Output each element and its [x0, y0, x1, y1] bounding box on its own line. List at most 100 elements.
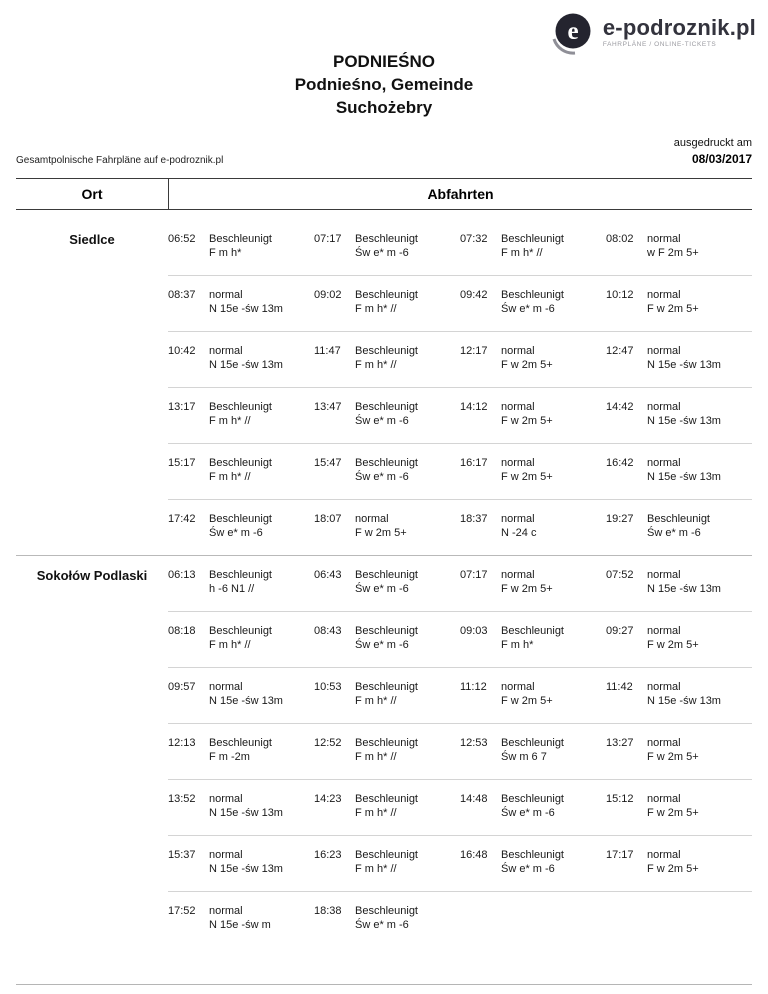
- printed-date: 08/03/2017: [691, 152, 752, 166]
- departure-info: Beschleunigt Św e* m -6: [355, 400, 418, 428]
- departure-codes: Św e* m -6: [355, 247, 409, 259]
- departure-time: 16:17: [460, 457, 488, 469]
- departure-codes: F m h* //: [355, 303, 397, 315]
- departure-codes: N 15e -św 13m: [209, 303, 283, 315]
- departure-time: 17:17: [606, 849, 634, 861]
- table-row: 08:37 normal N 15e -św 13m 09:02 Beschleunig…: [168, 276, 752, 332]
- departure-time: 14:12: [460, 401, 488, 413]
- departure-info: normal N 15e -św 13m: [209, 344, 283, 372]
- departure-info: normal N 15e -św 13m: [209, 680, 283, 708]
- departure-cell: 13:17 Beschleunigt F m h* //: [168, 400, 314, 428]
- e-podroznik-logo-icon: e: [552, 13, 591, 55]
- departure-info: Beschleunigt F m h* //: [355, 736, 418, 764]
- footer-divider: [16, 984, 752, 985]
- table-row: 17:52 normal N 15e -św m 18:38 Beschleunigt Ś…: [168, 892, 752, 947]
- table-row: 12:13 Beschleunigt F m -2m 12:52 Beschleunig…: [168, 724, 752, 780]
- departure-time: 11:12: [460, 681, 487, 693]
- departure-codes: w F 2m 5+: [647, 247, 699, 259]
- departure-time: 08:37: [168, 289, 196, 301]
- printed-label: ausgedruckt am: [673, 137, 752, 149]
- departure-type: normal: [647, 457, 681, 469]
- departure-time: 12:53: [460, 737, 488, 749]
- departure-cell: 16:17 normal F w 2m 5+: [460, 456, 606, 484]
- departure-type: normal: [209, 849, 243, 861]
- departure-cell: 09:02 Beschleunigt F m h* //: [314, 288, 460, 316]
- page-title: PODNIEŚNO: [332, 52, 436, 71]
- departure-info: normal w F 2m 5+: [647, 232, 699, 260]
- departure-type: normal: [501, 569, 535, 581]
- timetable-group: Sokołów Podlaski 06:13 Beschleunigt h -6 N1…: [16, 555, 752, 947]
- departure-time: 08:02: [606, 233, 634, 245]
- departure-type: normal: [647, 849, 681, 861]
- departure-codes: N 15e -św 13m: [647, 471, 721, 483]
- departure-time: 09:02: [314, 289, 342, 301]
- table-row: 13:52 normal N 15e -św 13m 14:23 Beschleunig…: [168, 780, 752, 836]
- departure-type: Beschleunigt: [501, 625, 564, 637]
- departure-info: Beschleunigt F m h*: [501, 624, 564, 652]
- departure-time: 16:48: [460, 849, 488, 861]
- departure-info: Beschleunigt F m h* //: [355, 344, 418, 372]
- departure-cell: 08:37 normal N 15e -św 13m: [168, 288, 314, 316]
- departure-info: normal F w 2m 5+: [647, 288, 699, 316]
- departure-time: 13:52: [168, 793, 196, 805]
- departure-info: Beschleunigt F m h* //: [355, 288, 418, 316]
- departure-type: Beschleunigt: [209, 401, 272, 413]
- table-row: 17:42 Beschleunigt Św e* m -6 18:07 normal F …: [168, 500, 752, 555]
- departure-codes: N 15e -św 13m: [209, 359, 283, 371]
- departure-info: normal N 15e -św 13m: [209, 792, 283, 820]
- departure-info: Beschleunigt F m h* //: [209, 456, 272, 484]
- departure-type: Beschleunigt: [209, 569, 272, 581]
- departure-time: 14:23: [314, 793, 342, 805]
- departure-codes: N 15e -św 13m: [209, 863, 283, 875]
- departure-codes: N 15e -św 13m: [647, 583, 721, 595]
- departure-cell: 18:38 Beschleunigt Św e* m -6: [314, 904, 460, 932]
- departure-cell: 12:53 Beschleunigt Św m 6 7: [460, 736, 606, 764]
- departure-codes: N 15e -św 13m: [209, 695, 283, 707]
- logo-text: e-podroznik.pl FAHRPLÄNE / ONLINE-TICKET…: [603, 10, 756, 49]
- departure-time: 08:43: [314, 625, 342, 637]
- departure-cell: 12:52 Beschleunigt F m h* //: [314, 736, 460, 764]
- departure-cell: 15:12 normal F w 2m 5+: [606, 792, 752, 820]
- departure-info: Beschleunigt Św e* m -6: [501, 792, 564, 820]
- departure-type: Beschleunigt: [209, 625, 272, 637]
- departure-type: Beschleunigt: [355, 233, 418, 245]
- departure-info: normal F w 2m 5+: [501, 568, 553, 596]
- departure-type: normal: [647, 233, 681, 245]
- column-header-ort: Ort: [16, 179, 169, 209]
- departure-type: Beschleunigt: [355, 849, 418, 861]
- departure-info: Beschleunigt Św e* m -6: [647, 512, 710, 540]
- departure-cell: 08:43 Beschleunigt Św e* m -6: [314, 624, 460, 652]
- departure-cell: 07:52 normal N 15e -św 13m: [606, 568, 752, 596]
- departure-info: Beschleunigt Św e* m -6: [355, 232, 418, 260]
- departure-info: Beschleunigt Św e* m -6: [355, 624, 418, 652]
- table-row: 09:57 normal N 15e -św 13m 10:53 Beschleunig…: [168, 668, 752, 724]
- departure-time: 08:18: [168, 625, 196, 637]
- departure-codes: F w 2m 5+: [647, 807, 699, 819]
- departure-codes: Św e* m -6: [355, 471, 409, 483]
- table-row: 06:52 Beschleunigt F m h* 07:17 Beschleunigt…: [168, 220, 752, 276]
- departure-type: normal: [647, 401, 681, 413]
- departure-cell: 17:17 normal F w 2m 5+: [606, 848, 752, 876]
- title-block: PODNIEŚNO Podnieśno, Gemeinde Suchożebry: [0, 50, 768, 119]
- departure-cell: 09:27 normal F w 2m 5+: [606, 624, 752, 652]
- departure-type: normal: [209, 289, 243, 301]
- departure-time: 10:53: [314, 681, 342, 693]
- departure-type: normal: [355, 513, 389, 525]
- departure-cell: 12:47 normal N 15e -św 13m: [606, 344, 752, 372]
- departure-info: normal N 15e -św 13m: [647, 680, 721, 708]
- departure-time: 16:23: [314, 849, 342, 861]
- departure-type: normal: [647, 737, 681, 749]
- departure-codes: F m h* //: [355, 807, 397, 819]
- departure-info: Beschleunigt F m h* //: [209, 624, 272, 652]
- printed-info: ausgedruckt am 08/03/2017: [674, 136, 752, 167]
- departure-info: Beschleunigt Św e* m -6: [209, 512, 272, 540]
- departure-rows: 06:13 Beschleunigt h -6 N1 // 06:43 Beschleu…: [168, 556, 752, 947]
- departure-type: normal: [501, 401, 535, 413]
- departure-type: Beschleunigt: [355, 457, 418, 469]
- departure-info: Beschleunigt Św e* m -6: [355, 456, 418, 484]
- departure-codes: Św e* m -6: [355, 919, 409, 931]
- departure-type: Beschleunigt: [355, 905, 418, 917]
- departure-type: Beschleunigt: [355, 625, 418, 637]
- departure-type: Beschleunigt: [355, 569, 418, 581]
- departure-type: Beschleunigt: [355, 793, 418, 805]
